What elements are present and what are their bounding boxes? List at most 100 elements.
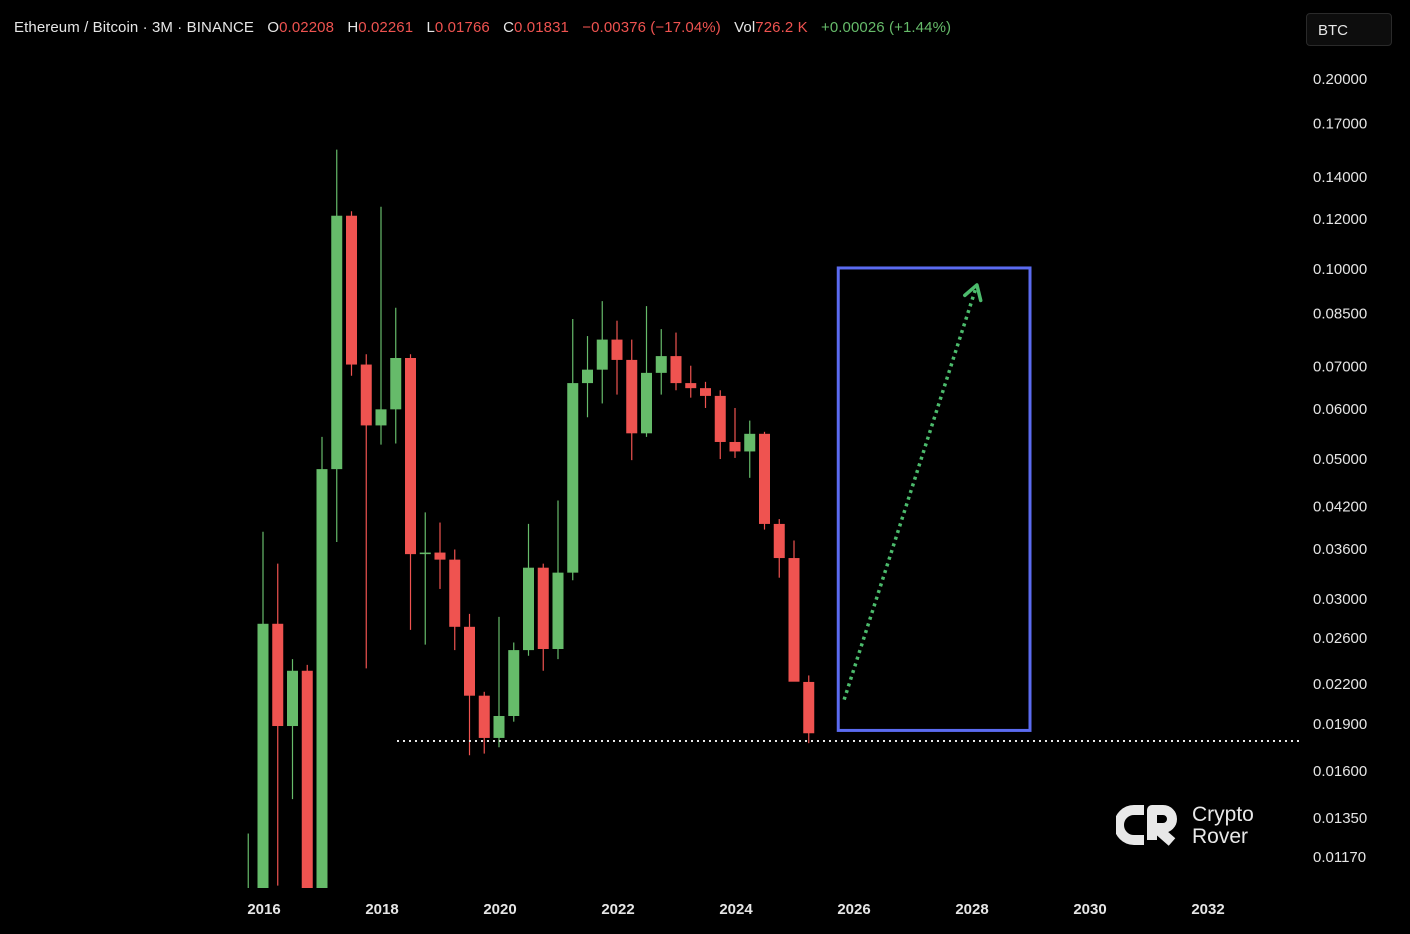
candle-body — [449, 559, 461, 627]
candle[interactable] — [316, 436, 328, 899]
candle[interactable] — [744, 420, 756, 478]
candle-body — [596, 339, 608, 370]
y-tick-label: 0.06000 — [1313, 401, 1367, 418]
candle[interactable] — [567, 319, 579, 581]
candle[interactable] — [655, 329, 667, 395]
candle[interactable] — [508, 642, 520, 722]
candle[interactable] — [803, 675, 815, 744]
candle-body — [375, 409, 387, 426]
candle[interactable] — [582, 336, 593, 418]
y-tick-label: 0.03000 — [1313, 591, 1367, 608]
y-tick-label: 0.08500 — [1313, 306, 1367, 323]
candle-body — [346, 215, 357, 365]
volume-value: 726.2 K — [755, 19, 808, 36]
candle[interactable] — [670, 332, 682, 391]
candle-body — [552, 572, 564, 650]
candle[interactable] — [478, 691, 490, 754]
y-tick-label: 0.10000 — [1313, 261, 1367, 278]
candle[interactable] — [257, 531, 269, 899]
candle-body — [537, 567, 549, 650]
y-tick-label: 0.12000 — [1313, 211, 1367, 228]
y-tick-label: 0.01900 — [1313, 716, 1367, 733]
candle[interactable] — [523, 523, 534, 656]
y-tick-label: 0.04200 — [1313, 499, 1367, 516]
candle[interactable] — [419, 512, 431, 645]
candle-body — [316, 469, 328, 888]
candle[interactable] — [759, 431, 770, 530]
y-tick-label: 0.20000 — [1313, 71, 1367, 88]
candle[interactable] — [685, 365, 697, 398]
candle[interactable] — [596, 301, 608, 404]
candle[interactable] — [375, 206, 387, 445]
logo-text-crypto: Crypto — [1192, 803, 1254, 826]
candle-body — [685, 383, 697, 389]
low-label: L — [426, 19, 435, 36]
chart-header: Ethereum / Bitcoin · 3M · BINANCE O0.022… — [14, 19, 951, 36]
candle-body — [272, 623, 284, 727]
candle-body — [419, 552, 431, 555]
low-value: 0.01766 — [434, 19, 490, 36]
candle[interactable] — [331, 149, 343, 542]
candle-body — [434, 552, 446, 560]
candle-body — [582, 369, 593, 384]
close-label: C — [503, 19, 515, 36]
x-tick-label: 2024 — [719, 901, 753, 918]
x-tick-label: 2030 — [1073, 901, 1106, 918]
candle[interactable] — [537, 563, 549, 671]
candle[interactable] — [729, 407, 741, 458]
y-tick-label: 0.07000 — [1313, 359, 1367, 376]
candle-body — [729, 441, 741, 452]
candle-body — [641, 372, 652, 434]
candle[interactable] — [788, 540, 800, 682]
candle-body — [626, 359, 638, 434]
y-tick-label: 0.05000 — [1313, 451, 1367, 468]
candle-body — [803, 681, 815, 734]
open-label: O — [267, 19, 280, 36]
candle-body — [567, 383, 579, 573]
candle[interactable] — [773, 519, 785, 578]
x-tick-label: 2016 — [247, 901, 280, 918]
crypto-rover-logo: Crypto Rover — [1114, 800, 1266, 852]
x-tick-label: 2026 — [837, 901, 870, 918]
candle[interactable] — [346, 211, 357, 376]
y-tick-label: 0.03600 — [1313, 541, 1367, 558]
candles-group — [243, 149, 815, 901]
candle[interactable] — [449, 549, 461, 651]
candle[interactable] — [243, 833, 254, 901]
candle[interactable] — [552, 500, 564, 660]
candle-body — [759, 433, 770, 524]
x-tick-label: 2020 — [483, 901, 516, 918]
y-tick-label: 0.02600 — [1313, 630, 1367, 647]
candle[interactable] — [272, 563, 284, 886]
candle[interactable] — [464, 613, 475, 756]
candle-body — [611, 339, 623, 360]
candle[interactable] — [714, 390, 726, 460]
candle[interactable] — [360, 354, 372, 669]
candle[interactable] — [390, 307, 402, 444]
projection-box — [836, 266, 1032, 732]
candle[interactable] — [301, 664, 313, 899]
candle[interactable] — [434, 522, 446, 589]
candle[interactable] — [611, 320, 623, 395]
candle[interactable] — [405, 354, 416, 630]
candle[interactable] — [626, 339, 638, 461]
logo-mark-icon — [1114, 805, 1177, 846]
candle-body — [655, 356, 667, 373]
high-value: 0.02261 — [358, 19, 414, 36]
x-tick-label: 2028 — [955, 901, 988, 918]
candle-body — [360, 364, 372, 426]
projection-arrow — [842, 284, 979, 701]
candle[interactable] — [493, 616, 505, 748]
close-value: 0.01831 — [514, 19, 569, 36]
candle[interactable] — [700, 381, 711, 408]
candle-body — [405, 358, 416, 555]
candle-body — [390, 358, 402, 410]
change-value: −0.00376 (−17.04%) — [582, 19, 721, 36]
volume-label: Vol — [734, 19, 756, 36]
logo-text-rover: Rover — [1192, 825, 1249, 848]
candle[interactable] — [287, 659, 298, 800]
candle[interactable] — [641, 306, 652, 437]
x-tick-label: 2022 — [601, 901, 634, 918]
currency-button[interactable]: BTC — [1306, 13, 1392, 46]
